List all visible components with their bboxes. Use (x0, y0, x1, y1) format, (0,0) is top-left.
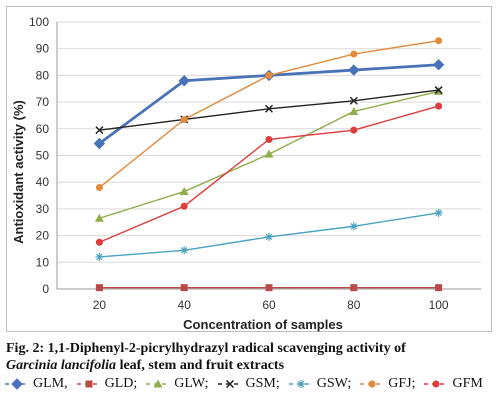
legend-swatch-gsm (217, 379, 242, 388)
legend: GLM, GLD; GLW; GSM; GSW; GFJ; GFM (4, 375, 496, 395)
data-point-gsm (264, 104, 274, 113)
legend-item-gsm: GSM; (217, 375, 280, 392)
figure-caption: Fig. 2: 1,1-Diphenyl-2-picrylhydrazyl ra… (6, 340, 496, 374)
legend-swatch-marker (11, 377, 23, 390)
legend-label: GFJ; (388, 376, 416, 391)
line-chart: 0 10 20 30 40 50 60 70 80 90 100 20 40 60 80 100 Concen… (11, 15, 481, 332)
data-point-gfj (265, 71, 273, 79)
data-point-glm (93, 137, 106, 150)
legend-swatch-glm (5, 377, 29, 390)
x-tick-label: 80 (347, 298, 361, 312)
data-point-gfj (95, 184, 103, 192)
series-gfm (95, 102, 443, 246)
legend-label: GLD; (104, 376, 138, 391)
y-tick-label: 90 (36, 42, 50, 56)
data-point-gfj (435, 37, 443, 45)
data-point-gfj (350, 50, 358, 58)
legend-swatch-gld (76, 380, 101, 387)
series-line-gfm (99, 105, 439, 243)
data-point-gsm (95, 126, 104, 135)
data-point-gfm (350, 126, 358, 134)
x-tick-label: 100 (429, 298, 449, 312)
data-point-gsw (180, 246, 189, 255)
y-tick-label: 30 (36, 202, 50, 216)
chart-area: 0 10 20 30 40 50 60 70 80 90 100 20 40 60 80 100 Concen… (6, 6, 492, 332)
x-axis-title: Concentration of samples (183, 317, 343, 332)
data-point-gld (265, 284, 273, 292)
data-point-glw (179, 187, 189, 196)
caption-species: Garcinia lancifolia (6, 358, 117, 373)
legend-item-gld: GLD; (76, 375, 138, 392)
data-point-glm (178, 75, 190, 87)
data-point-gsw (265, 232, 273, 241)
legend-label: GFM (452, 376, 483, 391)
data-point-gsw (349, 222, 358, 231)
data-point-gfm (180, 202, 188, 210)
legend-label: GSW; (316, 376, 352, 391)
legend-item-glw: GLW; (145, 375, 209, 392)
series-line-gsm (99, 89, 439, 131)
series-gsw (95, 208, 443, 261)
y-tick-label: 0 (42, 282, 49, 296)
x-tick-label: 60 (262, 298, 276, 312)
legend-item-gsw: GSW; (288, 375, 351, 392)
data-point-gsm (349, 96, 358, 105)
series-gld (95, 284, 443, 292)
legend-label: GLW; (174, 376, 209, 391)
legend-swatch-marker (296, 379, 305, 388)
data-point-glw (264, 149, 274, 158)
y-tick-label: 10 (36, 255, 50, 269)
legend-item-gfj: GFJ; (359, 375, 415, 392)
legend-swatch-gfm (424, 380, 449, 387)
legend-swatch-glw (146, 379, 171, 387)
data-point-gfj (180, 115, 188, 123)
data-point-glw (349, 106, 359, 115)
legend-swatch-gfj (360, 380, 385, 387)
y-tick-label: 20 (36, 229, 50, 243)
legend-swatch-marker (368, 380, 376, 387)
y-tick-label: 60 (36, 122, 50, 136)
y-tick-label: 40 (36, 175, 50, 189)
x-tick-label: 40 (178, 298, 192, 312)
data-point-gfm (265, 135, 273, 143)
legend-item-glm: GLM, (4, 375, 68, 392)
data-point-glm (348, 64, 360, 76)
y-axis-title: Antioxidant activity (%) (11, 100, 26, 244)
y-tick-label: 100 (29, 15, 49, 29)
caption-text: Fig. 2: 1,1-Diphenyl-2-picrylhydrazyl ra… (6, 341, 406, 356)
legend-swatch-marker (153, 379, 163, 387)
data-point-gsm (434, 86, 443, 95)
data-point-gld (180, 284, 188, 292)
legend-label: GLM, (33, 376, 68, 391)
data-point-glm (432, 59, 445, 71)
data-point-gfm (95, 238, 103, 246)
legend-label: GSM; (245, 376, 280, 391)
legend-swatch-marker (85, 380, 93, 387)
series-line-gfj (98, 39, 439, 189)
x-tick-label: 20 (93, 298, 107, 312)
series-gsm (95, 86, 443, 135)
legend-item-gfm: GFM (423, 375, 483, 392)
data-point-gfm (435, 102, 443, 110)
data-point-gld (350, 284, 358, 292)
series-gfj (95, 37, 443, 192)
data-point-gld (95, 284, 103, 292)
legend-swatch-marker (225, 379, 234, 388)
legend-swatch-marker (432, 380, 440, 387)
y-tick-label: 50 (36, 149, 50, 163)
data-point-glw (94, 213, 104, 222)
caption-text-end: leaf, stem and fruit extracts (116, 358, 285, 373)
y-tick-label: 70 (36, 95, 50, 109)
data-point-gld (435, 284, 443, 292)
y-tick-label: 80 (36, 68, 50, 82)
data-point-gsw (95, 252, 104, 261)
data-point-gsw (434, 208, 443, 217)
legend-swatch-gsw (288, 379, 313, 388)
